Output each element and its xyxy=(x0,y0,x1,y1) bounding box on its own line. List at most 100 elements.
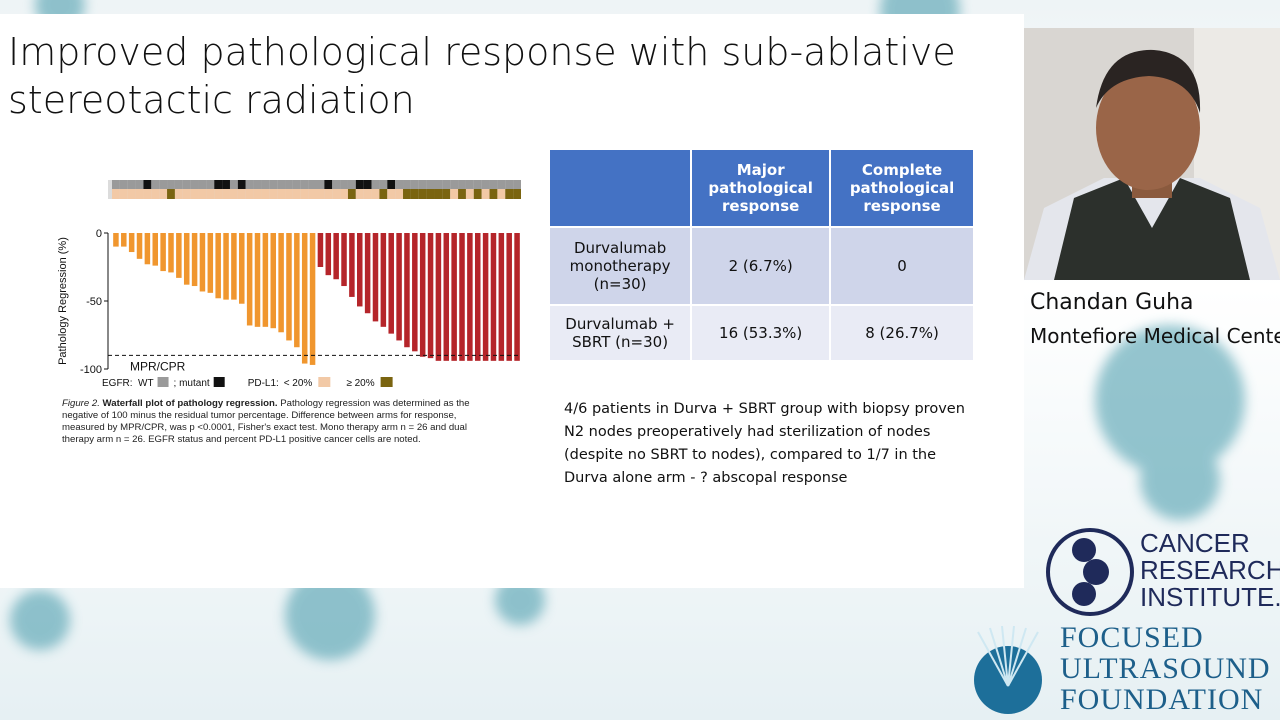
bar xyxy=(144,233,151,265)
pdl1-cell xyxy=(159,189,168,199)
bar xyxy=(309,233,316,365)
egfr-cell xyxy=(151,180,160,189)
egfr-cell xyxy=(497,180,506,189)
pdl1-cell xyxy=(395,189,404,199)
pdl1-cell xyxy=(465,189,474,199)
logo-line: CANCER xyxy=(1140,528,1250,558)
bar xyxy=(168,233,174,273)
pdl1-cell xyxy=(332,189,341,199)
bar xyxy=(412,233,418,352)
pdl1-cell xyxy=(190,189,199,199)
bar xyxy=(514,233,520,361)
bar xyxy=(254,233,261,327)
egfr-cell xyxy=(245,180,254,189)
egfr-cell xyxy=(340,180,348,189)
pdl1-cell xyxy=(426,189,435,199)
bar xyxy=(506,233,512,361)
pdl1-cell xyxy=(505,189,514,199)
pdl1-cell xyxy=(371,189,380,199)
pdl1-cell xyxy=(198,189,207,199)
bar xyxy=(325,233,332,276)
pdl1-cell xyxy=(473,189,482,199)
egfr-cell xyxy=(426,180,435,189)
pdl1-cell xyxy=(355,189,364,199)
cell: Durvalumab monotherapy (n=30) xyxy=(547,226,693,306)
pdl1-cell xyxy=(119,189,128,199)
pdl1-cell xyxy=(403,189,411,199)
egfr-cell xyxy=(206,180,215,189)
logo-line: FOCUSED xyxy=(1060,621,1204,654)
pdl1-cell xyxy=(229,189,238,199)
pdl1-cell xyxy=(450,189,459,199)
bar xyxy=(223,233,229,300)
bar xyxy=(498,233,505,361)
caption-label: Figure 2. xyxy=(62,398,100,409)
pdl1-cell xyxy=(206,189,215,199)
bar xyxy=(459,233,465,361)
bar xyxy=(152,233,159,266)
response-table: Major pathological response Complete pat… xyxy=(547,148,975,362)
pdl1-cell xyxy=(324,189,333,199)
y-tick-label: -100 xyxy=(80,364,102,376)
egfr-cell xyxy=(403,180,411,189)
bar xyxy=(270,233,276,329)
bar xyxy=(443,233,450,361)
pdl1-cell xyxy=(347,189,356,199)
bar xyxy=(160,233,166,272)
legend-swatch xyxy=(380,377,393,387)
egfr-cell xyxy=(182,180,191,189)
egfr-cell xyxy=(395,180,404,189)
pdl1-cell xyxy=(316,189,325,199)
bar xyxy=(419,233,426,357)
egfr-cell xyxy=(458,180,466,189)
cri-logo-text: CANCER RESEARCH INSTITUTE. xyxy=(1140,530,1280,611)
pdl1-cell xyxy=(174,189,183,199)
egfr-cell xyxy=(174,180,183,189)
fus-logo-mark xyxy=(974,626,1042,714)
pdl1-cell xyxy=(292,189,301,199)
speaker-affiliation: Montefiore Medical Center xyxy=(1030,324,1280,348)
bar xyxy=(451,233,457,361)
bar xyxy=(467,233,473,361)
reference-label: MPR/CPR xyxy=(130,359,186,373)
egfr-cell xyxy=(308,180,317,189)
pdl1-cell xyxy=(285,189,293,199)
bar xyxy=(317,233,324,267)
egfr-cell xyxy=(112,180,120,189)
bar xyxy=(333,233,339,280)
egfr-cell xyxy=(465,180,474,189)
pdl1-cell xyxy=(222,189,230,199)
bar xyxy=(388,233,394,334)
egfr-cell xyxy=(229,180,238,189)
legend-title: EGFR: xyxy=(102,378,133,389)
bar xyxy=(286,233,292,341)
logo-line: RESEARCH xyxy=(1140,555,1280,585)
egfr-cell xyxy=(434,180,443,189)
pdl1-cell xyxy=(277,189,286,199)
bar xyxy=(278,233,284,333)
pdl1-cell xyxy=(387,189,396,199)
pdl1-cell xyxy=(418,189,427,199)
egfr-cell xyxy=(410,180,419,189)
egfr-cell xyxy=(127,180,136,189)
header-cell xyxy=(547,148,693,228)
bar xyxy=(490,233,497,361)
egfr-cell xyxy=(489,180,498,189)
egfr-cell xyxy=(135,180,144,189)
cell: 2 (6.7%) xyxy=(690,226,832,306)
pdl1-cell xyxy=(214,189,223,199)
bar xyxy=(215,233,221,299)
pdl1-cell xyxy=(497,189,506,199)
caption-heading: Waterfall plot of pathology regression. xyxy=(102,398,278,409)
speaker-video xyxy=(1024,28,1280,280)
pdl1-cell xyxy=(458,189,466,199)
egfr-cell xyxy=(473,180,482,189)
bar xyxy=(199,233,206,292)
bar xyxy=(128,233,135,253)
pdl1-cell xyxy=(481,189,490,199)
y-tick-label: 0 xyxy=(96,228,102,240)
pdl1-cell xyxy=(434,189,443,199)
egfr-cell xyxy=(237,180,246,189)
cell: 8 (26.7%) xyxy=(829,304,975,362)
